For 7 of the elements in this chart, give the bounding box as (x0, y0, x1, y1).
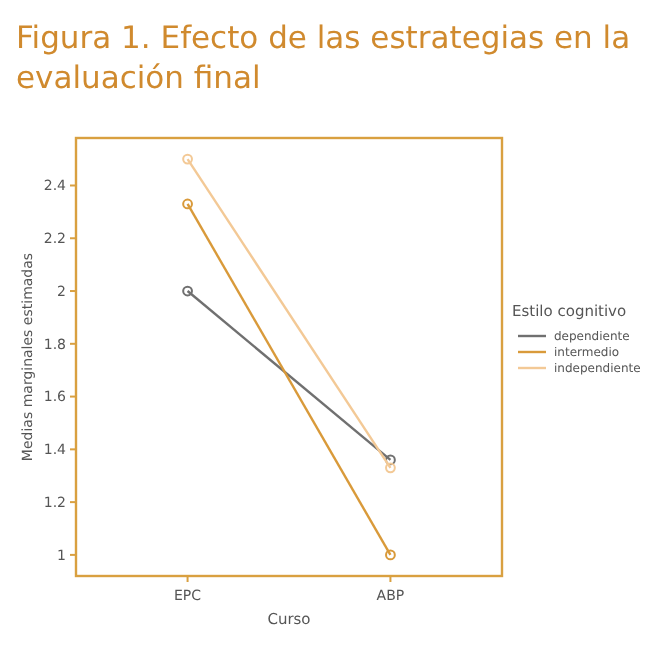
point (182, 198, 193, 210)
point (385, 454, 396, 466)
point (385, 462, 396, 474)
point (182, 153, 193, 165)
chart-title: Figura 1. Efecto de las estrategias en la evaluación final (16, 20, 631, 96)
point (182, 285, 193, 297)
point (385, 549, 396, 561)
